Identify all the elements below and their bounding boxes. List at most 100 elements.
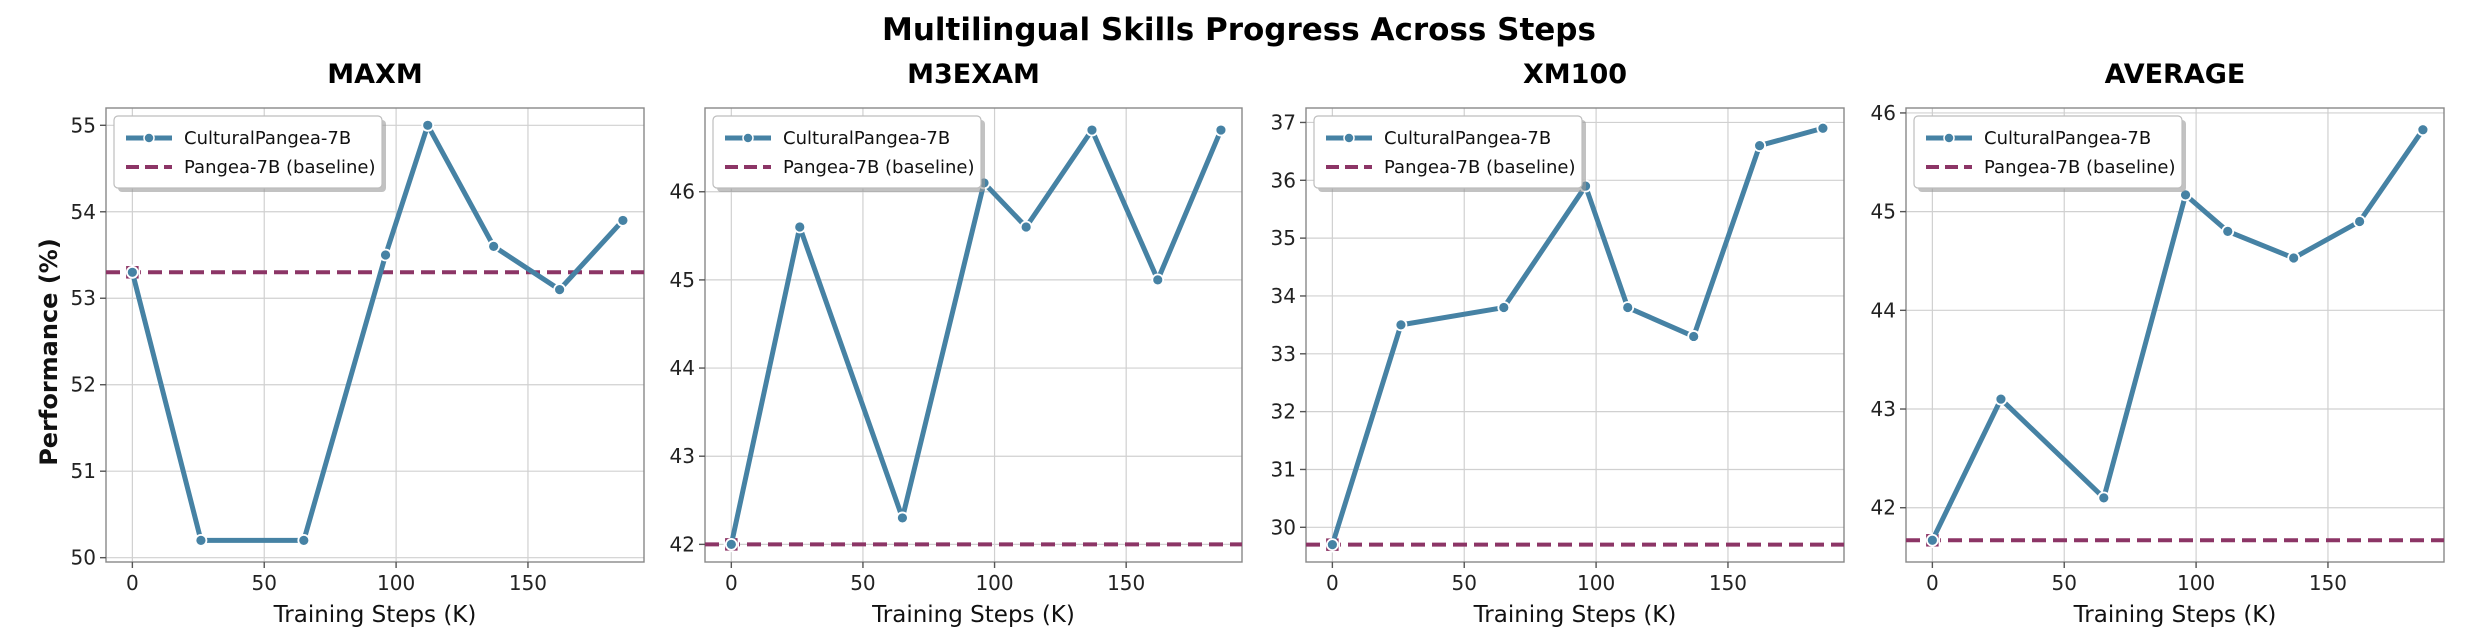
x-axis-label: Training Steps (K)	[273, 602, 477, 628]
data-point	[421, 118, 435, 132]
data-point	[125, 265, 139, 279]
y-tick-label: 37	[1271, 110, 1296, 134]
legend-series-label: CulturalPangea-7B	[1384, 128, 1551, 149]
y-tick-label: 45	[670, 268, 695, 292]
y-tick-label: 33	[1271, 342, 1296, 366]
x-tick-label: 50	[2052, 571, 2077, 595]
data-point	[1394, 318, 1408, 332]
data-point	[2221, 224, 2235, 238]
x-axis-label: Training Steps (K)	[2073, 602, 2277, 628]
chart-panel-xm100: 0 50 100 150 30 31 32 33 34 35 36 37 XM100 Training S…	[1271, 59, 1845, 628]
legend-series-label: CulturalPangea-7B	[1984, 128, 2151, 149]
legend-box	[1313, 115, 1583, 189]
legend-series-marker	[143, 132, 155, 144]
data-point	[1994, 392, 2008, 406]
y-tick-label: 43	[670, 444, 695, 468]
series-line	[129, 122, 626, 543]
panel-title: XM100	[1523, 59, 1627, 90]
y-tick-label: 46	[1871, 101, 1896, 125]
y-tick-label: 53	[71, 286, 96, 310]
y-tick-label: 54	[71, 200, 96, 224]
data-point	[793, 220, 807, 234]
plot-frame	[1905, 107, 2445, 563]
x-axis-label: Training Steps (K)	[1473, 602, 1677, 628]
x-tick-label: 100	[1577, 571, 1615, 595]
legend-baseline-label: Pangea-7B (baseline)	[1384, 157, 1575, 178]
legend-box	[113, 115, 383, 189]
data-point	[1687, 330, 1701, 343]
figure-title: Multilingual Skills Progress Across Step…	[882, 12, 1596, 48]
data-point	[1497, 301, 1511, 314]
plot-frame	[704, 107, 1243, 563]
y-tick-label: 31	[1271, 457, 1296, 481]
legend-box	[1913, 115, 2183, 189]
y-tick-label: 30	[1271, 515, 1296, 539]
data-point	[1816, 121, 1830, 135]
legend-series-marker	[742, 132, 754, 144]
y-tick-label: 43	[1871, 397, 1896, 421]
y-tick-label: 42	[670, 532, 695, 556]
data-point	[553, 283, 567, 297]
x-tick-label: 100	[377, 571, 415, 595]
data-point	[1925, 533, 1939, 547]
series-line	[1329, 125, 1826, 548]
data-point	[1621, 301, 1635, 314]
x-tick-label: 50	[1452, 571, 1477, 595]
y-axis-label: Performance (%)	[35, 238, 63, 466]
legend-baseline-label: Pangea-7B (baseline)	[184, 157, 375, 178]
chart-panel-average: 0 50 100 150 42 43 44 45 46 AVERAGE Training Steps…	[1871, 59, 2445, 628]
x-tick-label: 150	[2309, 571, 2347, 595]
y-tick-label: 51	[71, 459, 96, 483]
data-point	[1151, 273, 1165, 287]
legend-baseline-label: Pangea-7B (baseline)	[1984, 157, 2175, 178]
legend-series-label: CulturalPangea-7B	[184, 128, 351, 149]
legend-series-marker	[1943, 132, 1955, 144]
series-line	[1929, 127, 2426, 543]
legend-baseline-label: Pangea-7B (baseline)	[783, 157, 974, 178]
panel-title: MAXM	[327, 59, 422, 90]
y-tick-label: 52	[71, 373, 96, 397]
x-tick-label: 150	[509, 571, 547, 595]
y-tick-label: 46	[670, 180, 695, 204]
chart-panel-m3exam: 0 50 100 150 42 43 44 45 46 M3EXAM Training Steps …	[670, 59, 1243, 628]
data-point	[2353, 215, 2367, 228]
panel-title: M3EXAM	[907, 59, 1040, 90]
x-tick-label: 0	[725, 571, 738, 595]
data-point	[1019, 220, 1033, 234]
chart-panel-maxm: 0 50 100 150 50 51 52 53 54 55 MAXM Training Steps …	[71, 59, 645, 628]
y-tick-label: 32	[1271, 400, 1296, 424]
y-tick-label: 50	[71, 546, 96, 570]
x-tick-label: 100	[2177, 571, 2215, 595]
data-point	[379, 248, 392, 262]
plot-frame	[105, 107, 645, 563]
y-tick-label: 42	[1871, 496, 1896, 520]
series-line	[728, 127, 1224, 547]
x-tick-label: 50	[850, 571, 875, 595]
plot-frame	[1305, 107, 1845, 563]
data-point	[2287, 251, 2301, 265]
x-tick-label: 50	[252, 571, 277, 595]
data-point	[487, 239, 501, 253]
x-tick-label: 150	[1709, 571, 1747, 595]
x-tick-label: 0	[1926, 571, 1939, 595]
x-tick-label: 0	[126, 571, 139, 595]
data-point	[297, 533, 311, 547]
data-point	[724, 537, 738, 551]
legend-series-marker	[1343, 132, 1355, 144]
data-point	[1325, 538, 1339, 552]
x-tick-label: 150	[1107, 571, 1145, 595]
y-tick-label: 44	[670, 356, 695, 380]
panel-title: AVERAGE	[2105, 59, 2246, 90]
data-point	[194, 533, 208, 547]
x-axis-label: Training Steps (K)	[871, 602, 1075, 628]
y-tick-label: 55	[71, 113, 96, 137]
data-point	[2416, 123, 2430, 137]
y-tick-label: 44	[1871, 298, 1896, 322]
y-tick-label: 34	[1271, 284, 1296, 308]
x-tick-label: 100	[975, 571, 1013, 595]
legend-box	[712, 115, 982, 189]
data-point	[1214, 123, 1228, 137]
x-tick-label: 0	[1326, 571, 1339, 595]
data-point	[896, 511, 909, 525]
